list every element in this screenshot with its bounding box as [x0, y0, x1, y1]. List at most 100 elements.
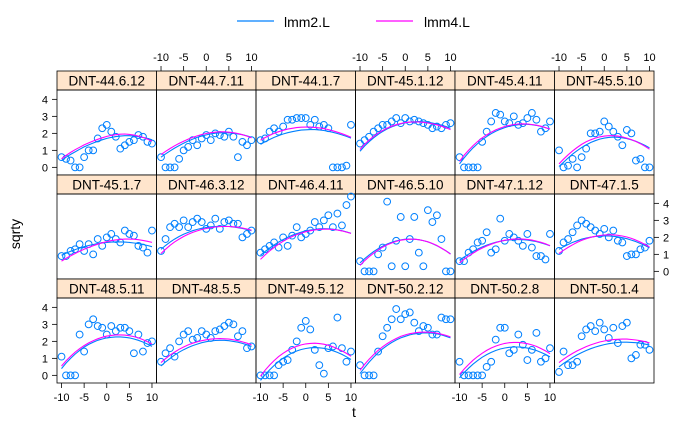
data-point: [428, 124, 437, 133]
points: [356, 197, 455, 276]
data-point: [509, 112, 518, 121]
data-point: [98, 124, 107, 133]
fit-line-lmm2: [61, 336, 153, 369]
data-point: [401, 310, 410, 319]
data-point: [577, 332, 586, 341]
data-point: [202, 330, 211, 339]
strip-label: DNT-46.5.10: [367, 178, 444, 193]
fit-line-lmm4: [459, 238, 551, 264]
data-point: [595, 230, 604, 238]
data-point: [301, 114, 310, 122]
x-tick-label: 5: [226, 52, 232, 64]
points: [256, 313, 355, 380]
data-point: [627, 250, 636, 259]
data-point: [342, 357, 351, 366]
data-point: [306, 325, 315, 334]
data-point: [134, 241, 143, 250]
data-point: [410, 318, 419, 327]
data-point: [500, 323, 509, 332]
data-point: [577, 153, 586, 162]
data-point: [632, 351, 640, 359]
strip-label: DNT-49.5.12: [267, 282, 344, 297]
fit-line-lmm4: [61, 133, 153, 160]
data-point: [324, 211, 333, 220]
data-point: [428, 330, 437, 339]
data-point: [618, 238, 627, 247]
data-point: [306, 120, 315, 129]
data-point: [229, 132, 238, 141]
panel-DNT-50.2.12: DNT-50.2.12: [355, 278, 456, 384]
data-point: [532, 252, 541, 260]
data-point: [202, 131, 211, 139]
data-point: [392, 305, 401, 313]
data-point: [401, 114, 410, 122]
fit-line-lmm4: [260, 342, 352, 377]
data-point: [206, 221, 215, 230]
data-point: [188, 218, 197, 226]
strip-label: DNT-50.2.8: [470, 282, 539, 297]
y-axis-label: sqrty: [7, 219, 23, 249]
data-point: [107, 322, 116, 330]
data-point: [166, 163, 174, 172]
data-point: [586, 129, 595, 138]
data-point: [523, 356, 532, 364]
data-point: [600, 224, 609, 233]
data-point: [464, 163, 473, 172]
data-point: [405, 308, 414, 317]
x-tick-label: -10: [153, 52, 169, 64]
data-point: [369, 371, 378, 380]
x-tick-label: -5: [278, 392, 288, 404]
data-point: [568, 154, 577, 163]
data-point: [338, 221, 346, 230]
data-point: [487, 357, 496, 366]
panel-DNT-46.5.10: DNT-46.5.10: [355, 174, 456, 280]
data-point: [170, 352, 179, 361]
data-point: [206, 136, 215, 145]
data-point: [148, 337, 156, 346]
fit-line-lmm2: [61, 241, 153, 256]
panel-frame: [156, 297, 257, 384]
y-tick-label: 3: [42, 111, 48, 123]
fit-line-lmm2: [558, 341, 650, 368]
data-point: [247, 226, 256, 235]
fit-line-lmm4: [558, 135, 650, 165]
x-tick-label: -5: [179, 52, 189, 64]
data-point: [184, 327, 193, 336]
fit-line-lmm2: [459, 346, 551, 379]
data-point: [157, 357, 165, 366]
data-point: [532, 328, 541, 337]
data-point: [234, 219, 242, 228]
panel-DNT-46.4.11: DNT-46.4.11: [255, 174, 356, 280]
y-tick-label: 0: [42, 162, 48, 174]
data-point: [564, 361, 572, 370]
data-point: [338, 344, 346, 353]
data-point: [338, 163, 346, 172]
data-point: [215, 224, 224, 233]
x-tick-label: 0: [303, 392, 309, 404]
fit-line-lmm4: [160, 225, 252, 254]
data-point: [414, 248, 423, 257]
data-point: [175, 223, 184, 232]
data-point: [175, 337, 184, 346]
strip-label: DNT-47.1.12: [466, 178, 543, 193]
strip-label: DNT-48.5.11: [69, 282, 145, 297]
data-point: [401, 262, 410, 271]
data-point: [297, 233, 306, 242]
panel-DNT-48.5.11: DNT-48.5.11: [56, 278, 157, 384]
panel-frame: [56, 297, 157, 384]
data-point: [482, 228, 491, 237]
data-point: [120, 323, 129, 332]
fit-line-lmm4: [160, 338, 252, 364]
data-point: [473, 238, 482, 247]
data-point: [274, 361, 283, 370]
data-point: [496, 323, 505, 332]
data-point: [333, 313, 342, 322]
data-point: [442, 315, 450, 324]
panel-frame: [56, 89, 157, 176]
data-point: [129, 136, 138, 145]
data-point: [532, 115, 541, 124]
data-point: [125, 327, 134, 336]
data-point: [89, 250, 98, 259]
x-tick-label: 10: [146, 392, 158, 404]
data-point: [627, 354, 636, 363]
